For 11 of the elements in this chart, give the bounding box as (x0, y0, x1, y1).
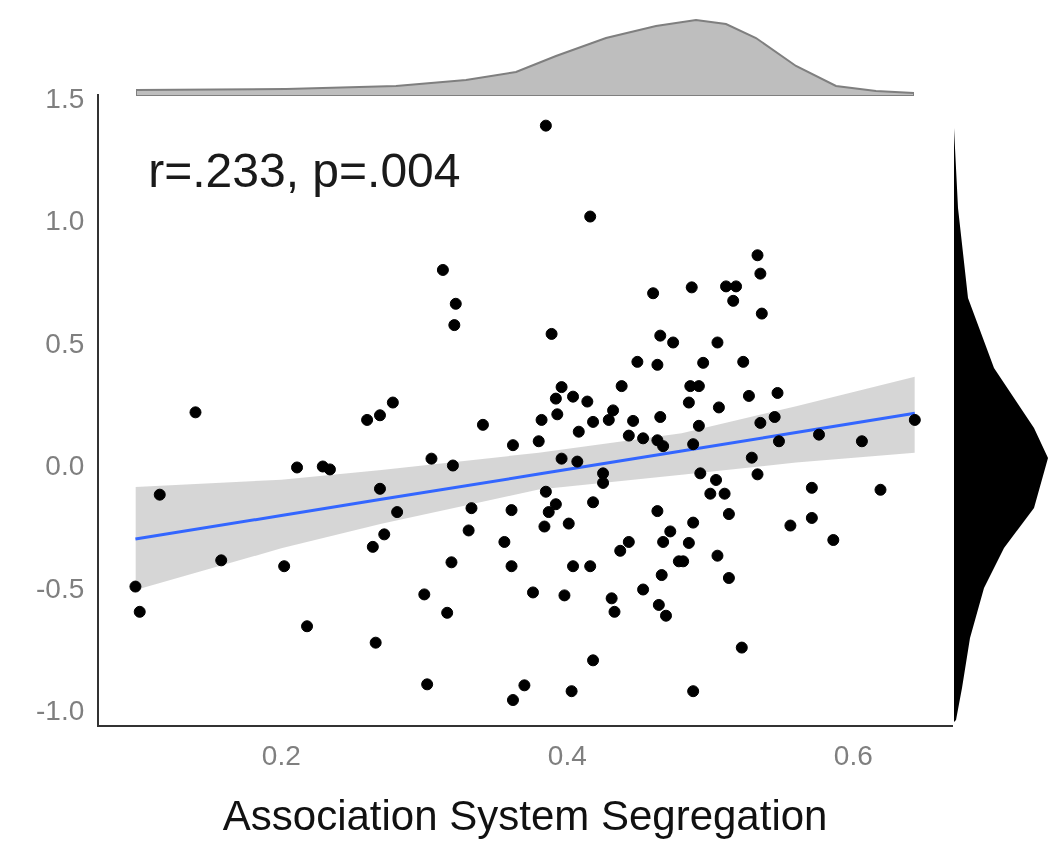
y-tick-label: -1.0 (36, 695, 85, 727)
y-tick-label: 1.0 (45, 205, 85, 237)
y-tick-label: 0.0 (45, 450, 85, 482)
annotation: r=.233, p=.004 (148, 144, 461, 197)
y-tick-label: 1.5 (45, 82, 85, 114)
x-tick-label: 0.2 (261, 739, 301, 771)
x-tick-label: 0.6 (833, 739, 873, 771)
x-axis-title: Association System Segregation (222, 792, 828, 840)
y-tick-label: -0.5 (36, 572, 85, 604)
x-tick-label: 0.4 (547, 739, 587, 771)
y-tick-label: 0.5 (45, 327, 85, 359)
